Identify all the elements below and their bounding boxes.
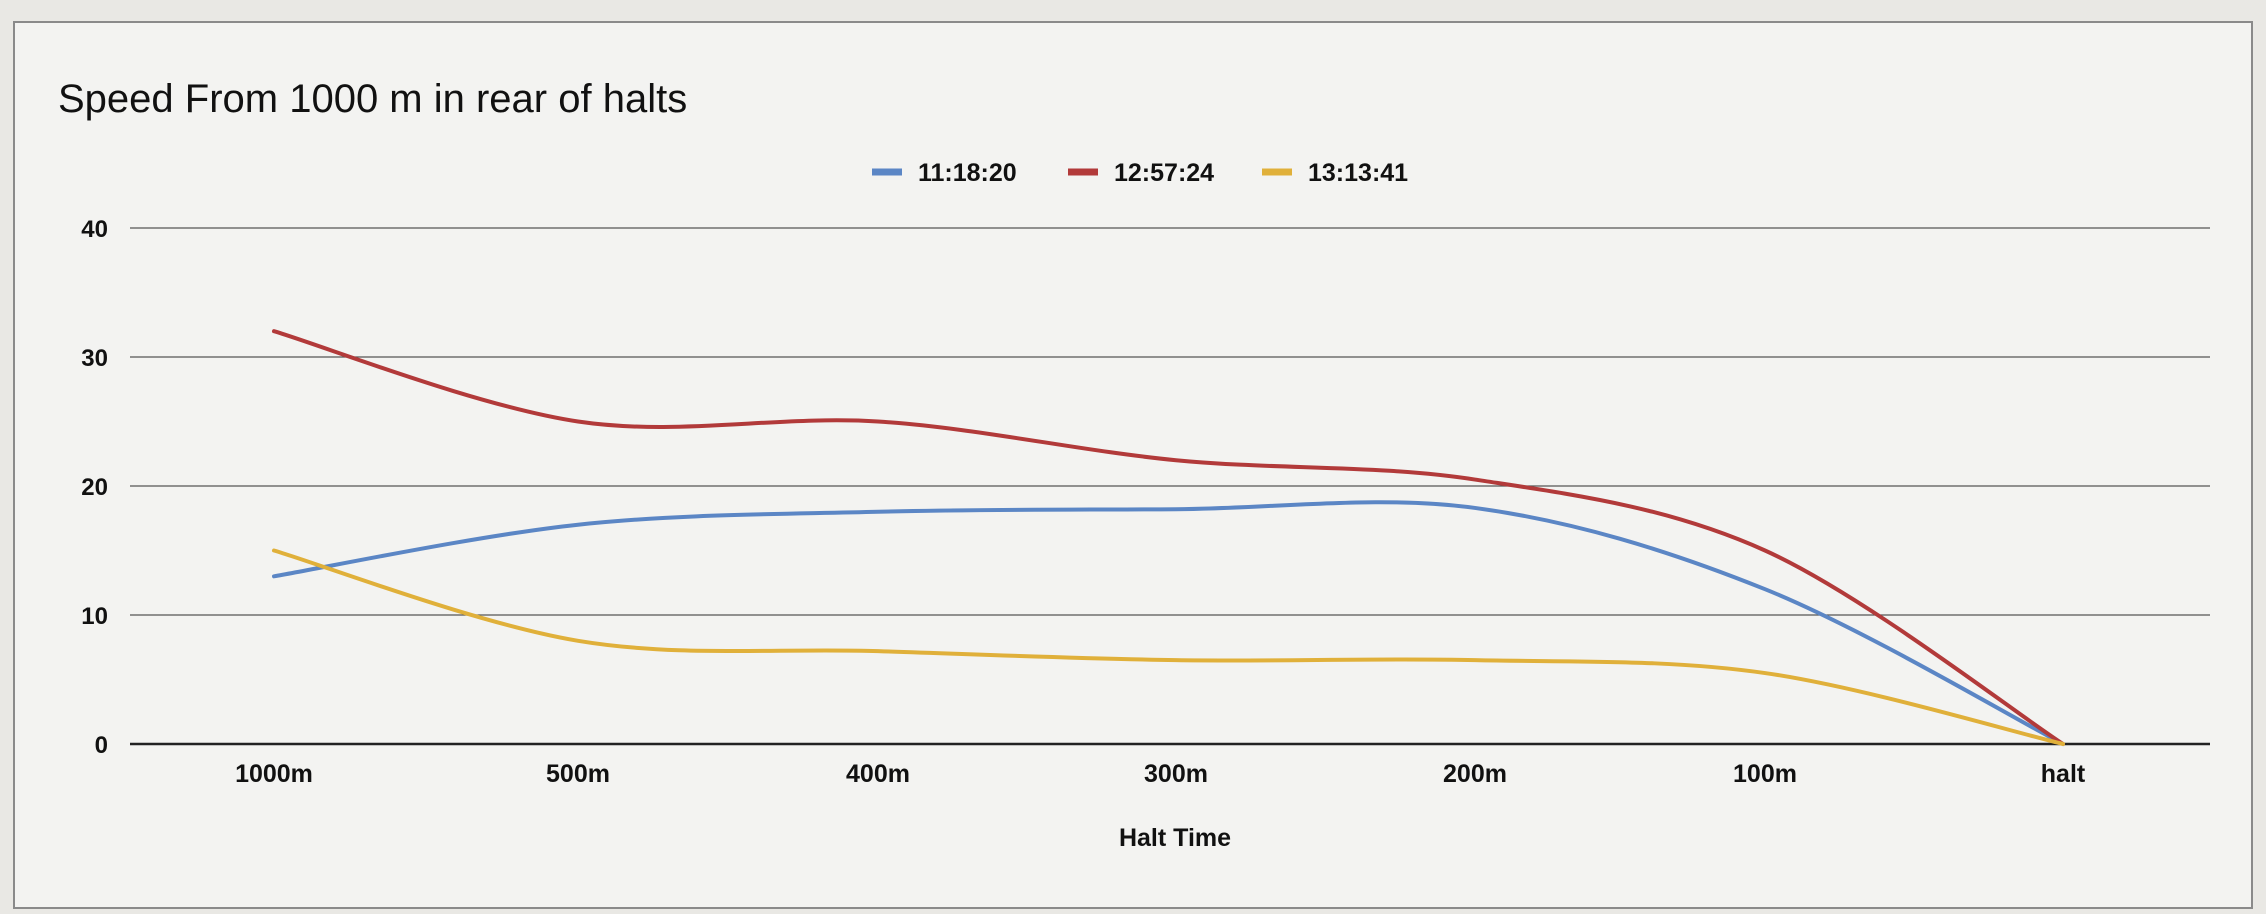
chart-title: Speed From 1000 m in rear of halts (58, 77, 687, 121)
series-lines (272, 329, 2065, 746)
x-tick-label: 500m (546, 760, 610, 788)
legend: 11:18:20 12:57:24 13:13:41 (872, 159, 1408, 187)
x-tick-label: 200m (1443, 760, 1507, 788)
x-tick-label: 1000m (235, 760, 313, 788)
y-tick-label: 20 (81, 474, 108, 501)
series-line-12-57-24 (272, 329, 2065, 746)
chart-background (13, 21, 2253, 909)
x-tick-label: 300m (1144, 760, 1208, 788)
y-tick-label: 10 (81, 603, 108, 630)
y-axis-ticks: 0 10 20 30 40 (81, 216, 108, 759)
y-tick-label: 0 (95, 732, 108, 759)
y-tick-label: 40 (81, 216, 108, 243)
legend-label: 13:13:41 (1308, 159, 1408, 187)
x-axis-ticks: 1000m 500m 400m 300m 200m 100m halt (235, 760, 2086, 788)
x-tick-label: halt (2041, 760, 2086, 788)
series-line-11-18-20 (272, 500, 2065, 746)
legend-label: 11:18:20 (918, 159, 1017, 187)
x-tick-label: 100m (1733, 760, 1797, 788)
legend-label: 12:57:24 (1114, 159, 1214, 187)
y-tick-label: 30 (81, 345, 108, 372)
series-line-13-13-41 (272, 548, 2065, 746)
x-tick-label: 400m (846, 760, 910, 788)
x-axis-label: Halt Time (1119, 824, 1231, 852)
